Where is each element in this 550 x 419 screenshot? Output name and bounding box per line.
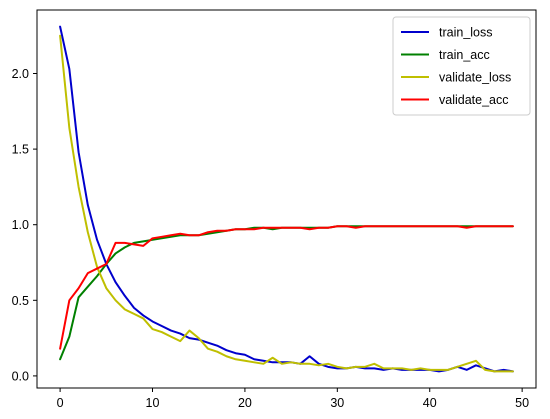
legend-label-validate-acc: validate_acc <box>439 93 509 107</box>
series-layer <box>59 25 514 373</box>
y-tick-label: 1.0 <box>12 218 29 232</box>
x-axis: 0 10 20 30 40 50 <box>57 388 529 410</box>
y-axis: 0.0 0.5 1.0 1.5 2.0 <box>12 67 37 383</box>
y-tick-label: 0.5 <box>12 294 29 308</box>
x-tick-label: 30 <box>330 396 344 410</box>
y-tick-label: 2.0 <box>12 67 29 81</box>
legend-label-validate-loss: validate_loss <box>439 71 511 85</box>
x-tick-label: 0 <box>57 396 64 410</box>
legend-label-train-acc: train_acc <box>439 48 490 62</box>
series-line-validate-loss <box>59 34 514 373</box>
y-tick-label: 1.5 <box>12 143 29 157</box>
legend-box <box>392 16 531 116</box>
series-line-train-acc <box>59 225 514 361</box>
x-tick-label: 20 <box>238 396 252 410</box>
x-tick-label: 10 <box>146 396 160 410</box>
x-tick-label: 40 <box>423 396 437 410</box>
plot-area-frame <box>36 9 537 389</box>
legend: train_loss train_acc validate_loss validate… <box>392 16 531 116</box>
series-line-validate-acc <box>59 225 514 350</box>
legend-label-train-loss: train_loss <box>439 26 493 40</box>
x-tick-label: 50 <box>515 396 529 410</box>
y-tick-label: 0.0 <box>12 369 29 383</box>
